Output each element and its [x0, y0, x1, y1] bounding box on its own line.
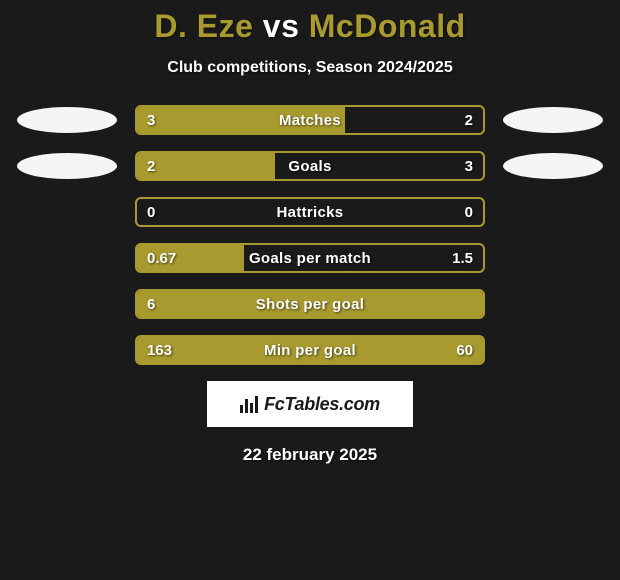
stat-label: Goals [137, 153, 483, 179]
stat-bar: Hattricks0 0 [135, 197, 485, 227]
stat-value-right: 1.5 [452, 245, 473, 271]
stat-row: Hattricks0 0 [0, 197, 620, 227]
page-title: D. Eze vs McDonald [0, 8, 620, 45]
stat-value-right: 2 [465, 107, 473, 133]
stat-label: Hattricks [137, 199, 483, 225]
player1-avatar-oval [17, 107, 117, 133]
stat-value-left: 6 [147, 291, 155, 317]
stat-row: Shots per goal6 [0, 289, 620, 319]
stat-value-right: 60 [456, 337, 473, 363]
vs-separator: vs [263, 8, 300, 44]
player2-avatar-oval [503, 107, 603, 133]
player2-name: McDonald [309, 8, 466, 44]
stat-value-left: 163 [147, 337, 172, 363]
stat-bar: Shots per goal6 [135, 289, 485, 319]
stat-value-left: 2 [147, 153, 155, 179]
brand-text: FcTables.com [264, 394, 380, 415]
player2-avatar-oval [503, 153, 603, 179]
date-text: 22 february 2025 [0, 445, 620, 465]
brand-badge[interactable]: FcTables.com [207, 381, 413, 427]
stat-value-right: 3 [465, 153, 473, 179]
stat-row: Goals2 3 [0, 151, 620, 181]
stat-label: Min per goal [137, 337, 483, 363]
chart-icon [240, 395, 258, 413]
stat-value-right: 0 [465, 199, 473, 225]
stat-bar: Goals2 3 [135, 151, 485, 181]
stat-label: Matches [137, 107, 483, 133]
stat-value-left: 0.67 [147, 245, 176, 271]
player1-name: D. Eze [154, 8, 253, 44]
stat-value-left: 0 [147, 199, 155, 225]
stat-bar: Min per goal163 60 [135, 335, 485, 365]
stat-value-left: 3 [147, 107, 155, 133]
stat-row: Min per goal163 60 [0, 335, 620, 365]
stat-bar: Goals per match0.67 1.5 [135, 243, 485, 273]
stat-bar: Matches3 2 [135, 105, 485, 135]
comparison-widget: D. Eze vs McDonald Club competitions, Se… [0, 0, 620, 465]
subtitle: Club competitions, Season 2024/2025 [0, 59, 620, 77]
stat-label: Goals per match [137, 245, 483, 271]
player1-avatar-oval [17, 153, 117, 179]
stat-row: Matches3 2 [0, 105, 620, 135]
stat-label: Shots per goal [137, 291, 483, 317]
stats-rows: Matches32Goals23Hattricks00Goals per mat… [0, 105, 620, 365]
stat-row: Goals per match0.67 1.5 [0, 243, 620, 273]
